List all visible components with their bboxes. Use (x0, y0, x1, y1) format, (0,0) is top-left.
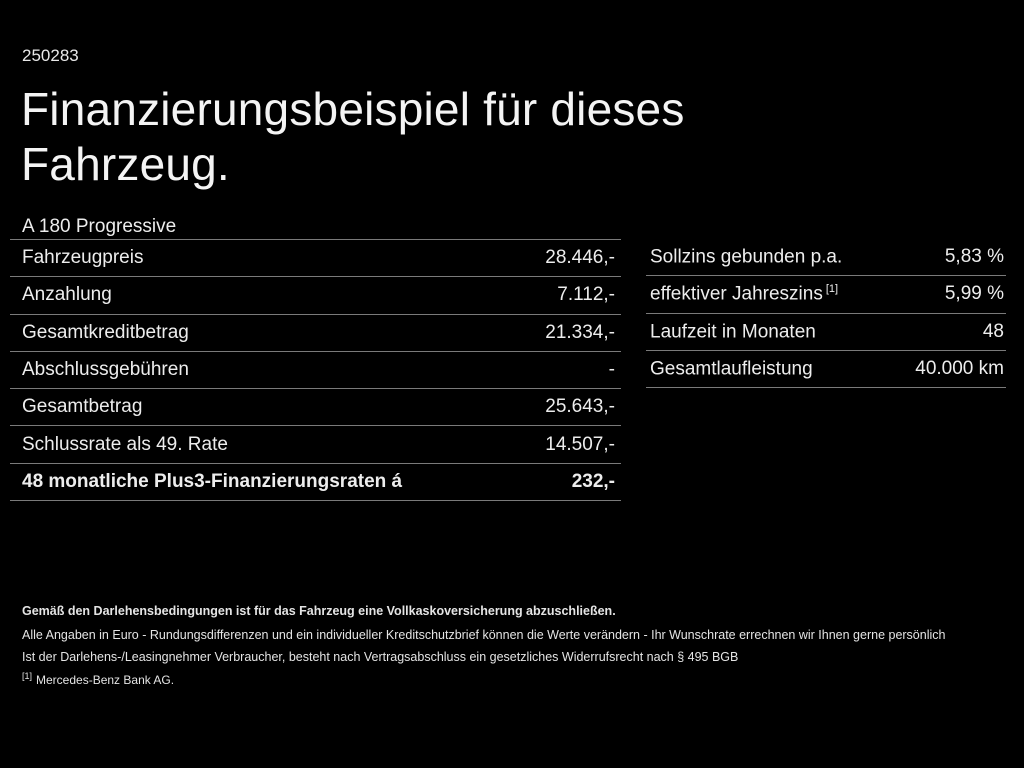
table-row-monthly-rate: 48 monatliche Plus3-Finanzierungsraten á… (10, 464, 621, 502)
row-value: 40.000 km (915, 358, 1004, 380)
table-row: Anzahlung 7.112,- (10, 277, 621, 315)
row-value: 25.643,- (545, 396, 615, 418)
row-value: 5,99 % (944, 283, 1004, 305)
table-row: Laufzeit in Monaten 48 (646, 314, 1006, 351)
row-value: 14.507,- (545, 433, 615, 455)
table-row: Fahrzeugpreis 28.446,- (10, 240, 621, 278)
table-row: Schlussrate als 49. Rate 14.507,- (10, 426, 621, 464)
row-value: 232,- (571, 470, 615, 492)
insurance-note: Gemäß den Darlehensbedingungen ist für d… (22, 604, 616, 618)
table-row: Abschlussgebühren - (10, 352, 621, 390)
row-label: Gesamtkreditbetrag (22, 321, 189, 343)
row-value: 28.446,- (545, 247, 615, 269)
row-label: Fahrzeugpreis (22, 247, 144, 269)
row-label: Gesamtlaufleistung (650, 358, 813, 380)
disclaimer-line-1: Alle Angaben in Euro - Rundungsdifferenz… (22, 628, 946, 642)
table-row: Gesamtbetrag 25.643,- (10, 389, 621, 427)
table-row: Gesamtlaufleistung 40.000 km (646, 351, 1006, 389)
footnote-reference: [1] Mercedes-Benz Bank AG. (22, 671, 174, 687)
row-label: Schlussrate als 49. Rate (22, 433, 228, 455)
vehicle-model: A 180 Progressive (22, 216, 177, 237)
disclaimer-line-2: Ist der Darlehens-/Leasingnehmer Verbrau… (22, 650, 739, 664)
conditions-table: Sollzins gebunden p.a. 5,83 % effektiver… (646, 239, 1006, 389)
row-label: effektiver Jahreszins [1] (650, 283, 839, 305)
row-value: - (608, 359, 615, 381)
row-value: 7.112,- (557, 284, 615, 306)
row-label: Sollzins gebunden p.a. (650, 246, 843, 268)
row-label: Gesamtbetrag (22, 396, 143, 418)
row-label: Anzahlung (22, 284, 112, 306)
footnote-text: Mercedes-Benz Bank AG. (36, 673, 175, 687)
row-value: 5,83 % (944, 246, 1004, 268)
page-title: Finanzierungsbeispiel für dieses Fahrzeu… (21, 83, 685, 191)
footnote-marker: [1] (825, 283, 839, 296)
document-number: 250283 (22, 46, 79, 65)
row-value: 21.334,- (545, 321, 615, 343)
table-row: Sollzins gebunden p.a. 5,83 % (646, 239, 1006, 277)
row-label: 48 monatliche Plus3-Finanzierungsraten á (22, 470, 403, 492)
footnote-marker: [1] (22, 671, 33, 681)
row-label: Laufzeit in Monaten (650, 320, 816, 342)
row-value: 48 (982, 320, 1004, 342)
table-row: effektiver Jahreszins [1] 5,99 % (646, 276, 1006, 314)
finance-table: Fahrzeugpreis 28.446,- Anzahlung 7.112,-… (10, 239, 621, 502)
row-label: Abschlussgebühren (22, 359, 189, 381)
table-row: Gesamtkreditbetrag 21.334,- (10, 315, 621, 352)
